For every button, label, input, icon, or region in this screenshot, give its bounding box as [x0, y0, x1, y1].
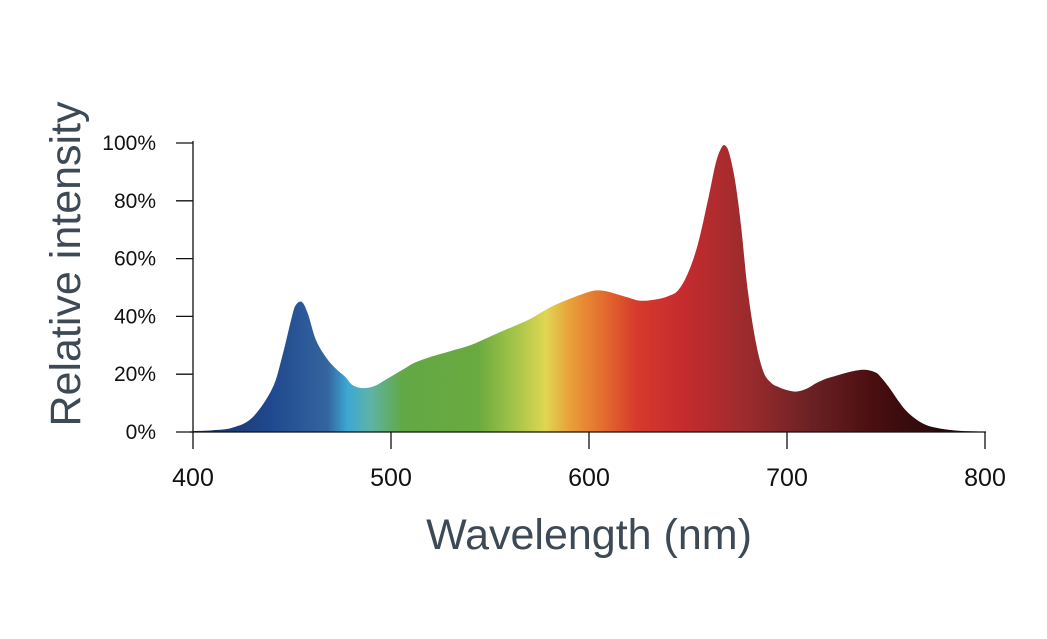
y-tick-label: 40% — [114, 305, 156, 328]
x-tick-label: 500 — [370, 464, 412, 492]
y-tick-label: 100% — [102, 132, 156, 155]
y-tick-label: 80% — [114, 190, 156, 213]
y-tick-label: 20% — [114, 363, 156, 386]
y-axis-ticks: 0% 20% 40% 60% 80% 100% — [102, 132, 193, 444]
x-tick-label: 800 — [964, 464, 1006, 492]
y-tick-label: 0% — [126, 421, 156, 444]
x-axis-title: Wavelength (nm) — [426, 511, 752, 559]
x-tick-label: 700 — [766, 464, 808, 492]
x-tick-label: 600 — [568, 464, 610, 492]
spectrum-area — [193, 145, 985, 432]
spectrum-area-layer — [193, 145, 985, 432]
x-axis-ticks: 400 500 600 700 800 — [172, 432, 1006, 492]
y-axis-title: Relative intensity — [42, 101, 90, 427]
y-tick-label: 60% — [114, 248, 156, 271]
x-tick-label: 400 — [172, 464, 214, 492]
